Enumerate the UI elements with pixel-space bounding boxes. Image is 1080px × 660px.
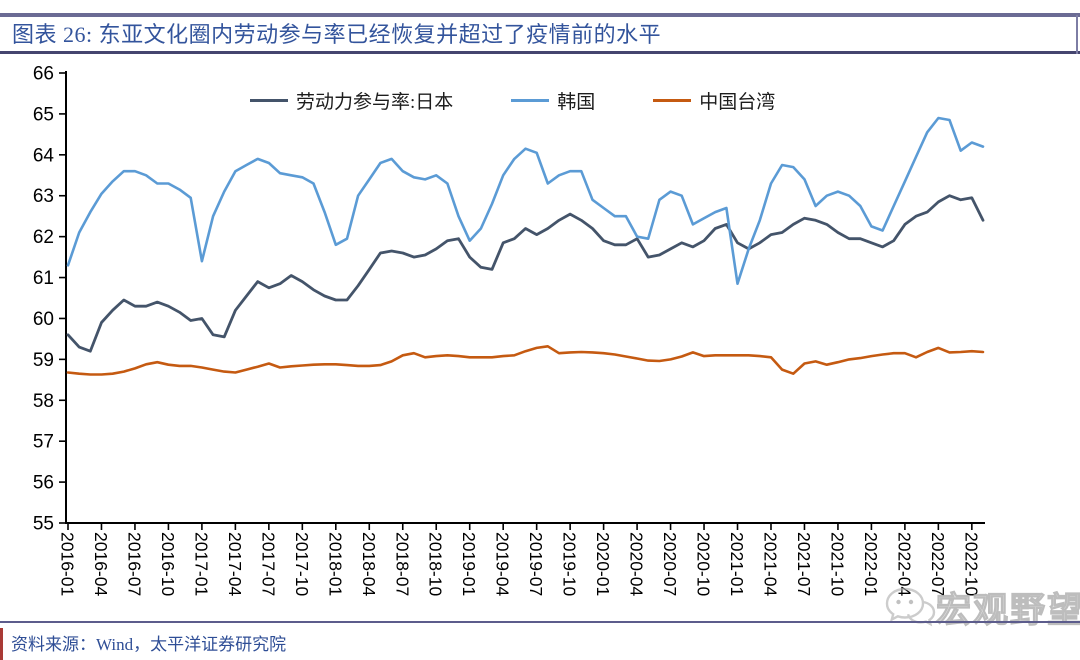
series-1 (66, 116, 985, 286)
x-tick-label: 2020-04 (627, 532, 647, 596)
x-tick-label: 2021-10 (827, 532, 847, 596)
x-tick-label: 2022-10 (961, 532, 981, 596)
y-tick-label: 55 (33, 514, 54, 535)
x-tick-label: 2018-07 (392, 532, 412, 596)
chart-legend: 劳动力参与率:日本 韩国 中国台湾 (250, 87, 775, 114)
title-underline (0, 51, 1080, 54)
y-tick-label: 63 (33, 186, 54, 207)
x-tick-label: 2019-01 (459, 532, 479, 596)
legend-item-korea: 韩国 (511, 87, 595, 114)
legend-item-japan: 劳动力参与率:日本 (250, 87, 453, 114)
x-tick-label: 2022-04 (894, 532, 914, 596)
x-tick-label: 2022-01 (861, 532, 881, 596)
x-tick-label: 2017-07 (258, 532, 278, 596)
x-tick-label: 2016-04 (91, 532, 111, 596)
x-tick-label: 2020-10 (694, 532, 714, 596)
x-tick-label: 2019-07 (526, 532, 546, 596)
legend-label-taiwan: 中国台湾 (699, 92, 776, 113)
y-tick-label: 57 (33, 432, 54, 453)
legend-label-korea: 韩国 (557, 92, 596, 113)
x-tick-label: 2019-10 (560, 532, 580, 596)
legend-item-taiwan: 中国台湾 (653, 87, 775, 114)
bottom-rule (0, 621, 1080, 623)
y-tick-label: 56 (33, 473, 54, 494)
x-tick-label: 2020-01 (593, 532, 613, 596)
x-tick-label: 2016-01 (58, 532, 78, 596)
x-tick-label: 2017-04 (225, 532, 245, 596)
data-source: 资料来源：Wind，太平洋证券研究院 (11, 635, 287, 654)
y-tick-label: 58 (33, 391, 54, 412)
taiwan-line-swatch (653, 99, 692, 102)
series-0 (66, 194, 985, 353)
y-tick-label: 64 (33, 145, 55, 166)
top-rule (0, 13, 1080, 17)
x-tick-label: 2017-01 (191, 532, 211, 596)
x-tick-label: 2021-07 (794, 532, 814, 596)
x-tick-label: 2020-07 (660, 532, 680, 596)
x-tick-label: 2018-10 (426, 532, 446, 596)
y-tick-label: 62 (33, 227, 54, 248)
y-tick-label: 66 (33, 64, 54, 85)
y-tick-label: 60 (33, 309, 54, 330)
y-tick-label: 59 (33, 350, 54, 371)
title-right-border (1076, 15, 1078, 54)
x-tick-label: 2018-01 (325, 532, 345, 596)
japan-line-swatch (250, 99, 288, 102)
watermark-text: 宏观野望 (935, 590, 1080, 630)
x-tick-label: 2022-07 (928, 532, 948, 596)
legend-label-japan: 劳动力参与率:日本 (296, 92, 454, 113)
left-red-border (0, 628, 3, 660)
x-tick-label: 2016-10 (158, 532, 178, 596)
x-tick-label: 2017-10 (292, 532, 312, 596)
series-2 (66, 344, 985, 376)
x-tick-label: 2021-01 (727, 532, 747, 596)
y-tick-label: 65 (33, 104, 54, 125)
wechat-icon (885, 587, 936, 626)
watermark: 宏观野望 (884, 582, 1080, 633)
x-tick-label: 2018-04 (359, 532, 379, 596)
x-tick-label: 2019-04 (493, 532, 513, 596)
x-tick-label: 2016-07 (124, 532, 144, 596)
korea-line-swatch (511, 99, 550, 102)
y-tick-label: 61 (33, 268, 54, 289)
chart-title: 图表 26: 东亚文化圈内劳动参与率已经恢复并超过了疫情前的水平 (12, 22, 662, 47)
x-tick-label: 2021-04 (760, 532, 780, 596)
